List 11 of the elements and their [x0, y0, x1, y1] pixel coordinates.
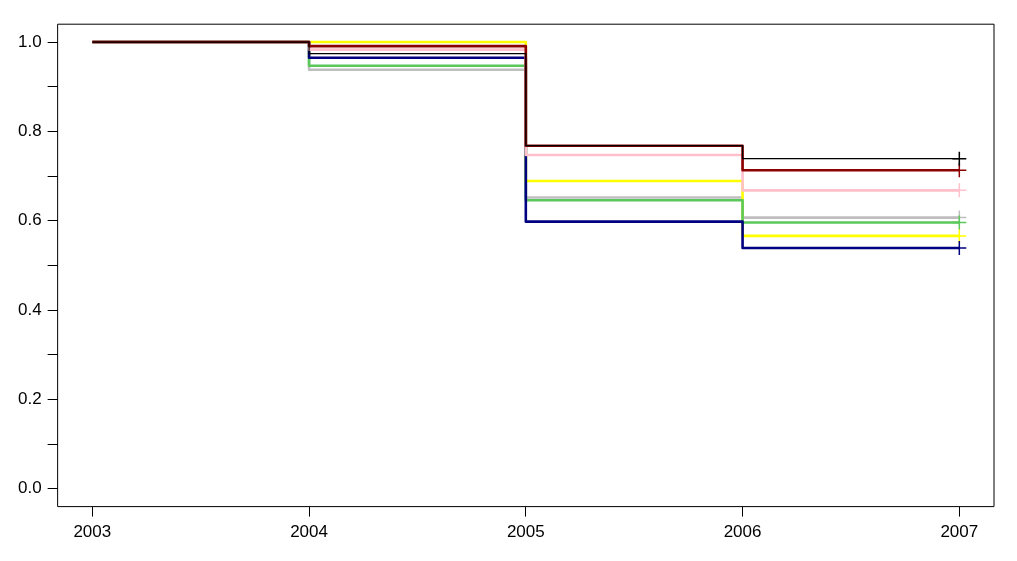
- x-tick-label: 2007: [940, 522, 979, 542]
- y-tick-label: 0.6: [17, 210, 42, 230]
- y-tick-label: 0.0: [17, 478, 42, 498]
- x-tick-label: 2006: [723, 522, 762, 542]
- y-tick-label: 1.0: [17, 31, 42, 51]
- y-tick-label: 0.2: [17, 389, 42, 409]
- y-tick-label: 0.4: [17, 299, 42, 319]
- y-tick-label: 0.8: [17, 121, 42, 141]
- x-tick-label: 2004: [290, 522, 328, 542]
- x-tick-label: 2003: [73, 522, 112, 542]
- x-tick-label: 2005: [506, 522, 545, 542]
